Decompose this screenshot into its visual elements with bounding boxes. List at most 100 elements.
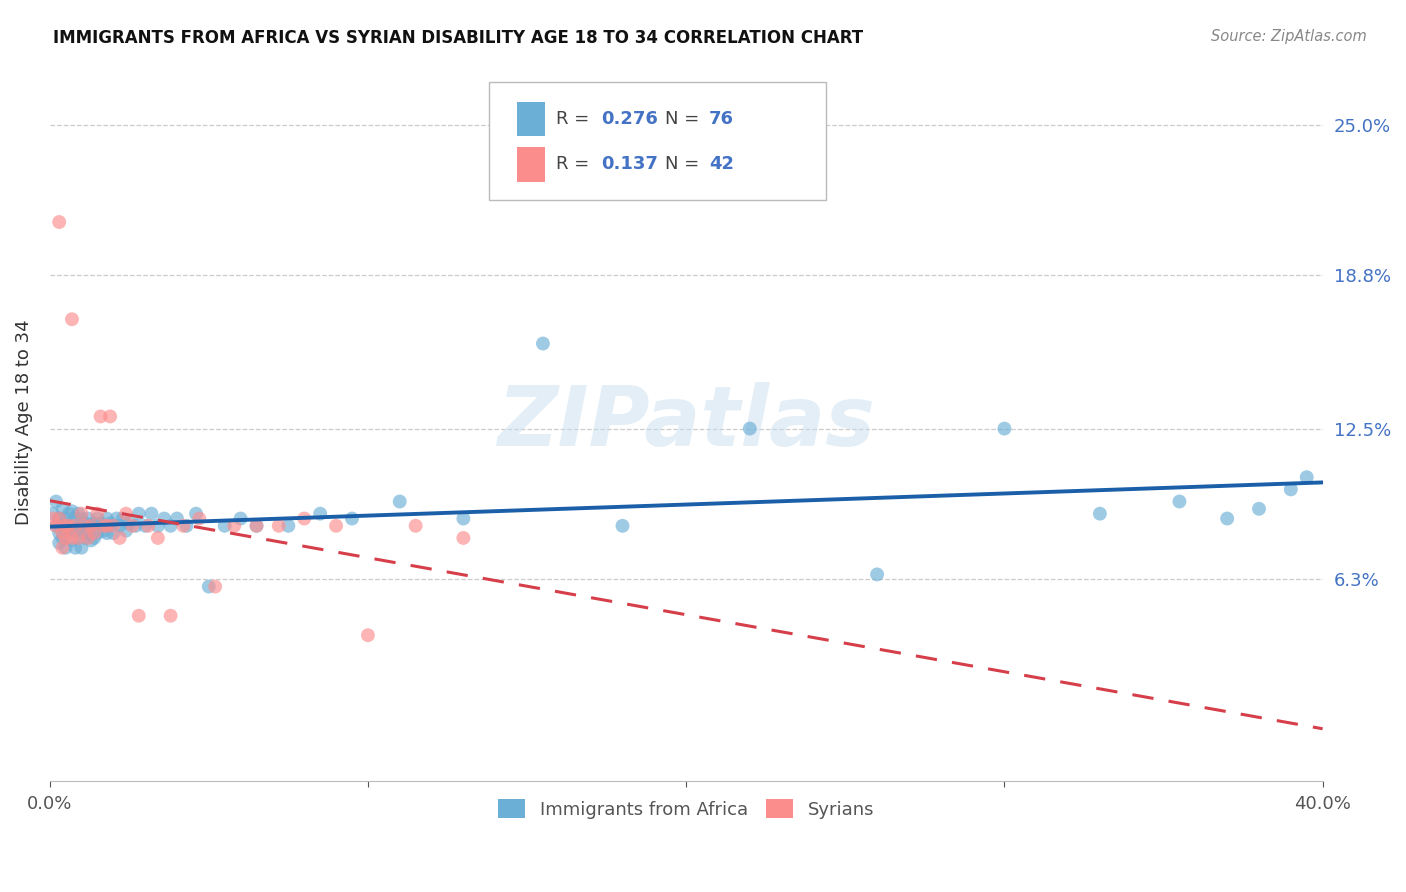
Point [453,531,475,545]
Point [55,531,77,545]
Point [60,504,83,518]
Point [42,511,65,525]
Point [1295,470,1317,484]
Legend: Immigrants from Africa, Syrians: Immigrants from Africa, Syrians [491,792,882,826]
Text: 76: 76 [709,111,734,128]
Point [58,507,80,521]
Point [45,518,67,533]
Text: 42: 42 [709,155,734,173]
Point [58,518,80,533]
Point [115,524,138,538]
Point [60,312,83,326]
Point [172,518,194,533]
Point [136,518,159,533]
Point [245,518,267,533]
Point [76,526,98,541]
Point [86,507,108,521]
Y-axis label: Disability Age 18 to 34: Disability Age 18 to 34 [15,319,32,525]
Point [325,518,347,533]
Point [83,516,105,531]
Text: N =: N = [665,111,704,128]
Point [1216,511,1239,525]
Point [48,511,70,525]
Point [42,507,65,521]
Point [146,518,169,533]
Point [80,533,103,548]
Text: ZIPatlas: ZIPatlas [498,382,875,463]
Point [98,409,121,424]
Point [405,518,427,533]
Point [267,518,290,533]
Point [159,518,181,533]
Point [63,518,86,533]
Text: N =: N = [665,155,704,173]
Point [134,518,156,533]
Point [124,518,146,533]
Point [80,518,103,533]
Point [105,511,128,525]
Bar [517,147,546,182]
Point [96,518,118,533]
Point [111,511,134,525]
Point [453,511,475,525]
Point [60,518,83,533]
Text: 0.276: 0.276 [600,111,658,128]
Point [141,507,163,521]
Point [1168,494,1191,508]
Point [121,518,143,533]
Point [51,531,73,545]
Point [531,336,554,351]
Point [184,507,207,521]
Point [103,526,125,541]
Point [108,518,131,533]
Point [90,409,112,424]
Point [63,524,86,538]
Point [48,536,70,550]
Point [103,518,125,533]
Point [1279,483,1302,497]
Point [48,526,70,541]
Point [48,511,70,525]
Point [188,511,211,525]
Point [96,526,118,541]
Point [73,518,96,533]
Point [229,511,252,525]
Point [51,541,73,555]
Point [197,580,219,594]
Point [76,531,98,545]
Point [51,501,73,516]
Point [176,518,198,533]
Point [70,541,93,555]
Point [166,511,188,525]
Point [63,511,86,525]
Point [80,518,103,533]
Point [1088,507,1111,521]
Point [128,608,150,623]
Point [146,531,169,545]
Point [128,507,150,521]
Point [153,511,176,525]
Point [70,507,93,521]
Point [90,516,112,531]
Point [388,494,411,508]
Point [86,526,108,541]
Point [60,531,83,545]
Text: Source: ZipAtlas.com: Source: ZipAtlas.com [1211,29,1367,44]
Text: 0.137: 0.137 [600,155,658,173]
Point [63,541,86,555]
Point [159,608,181,623]
Point [67,521,90,535]
Point [73,531,96,545]
Point [45,518,67,533]
Point [55,541,77,555]
Point [309,507,332,521]
Point [51,526,73,541]
Point [45,494,67,508]
Point [55,511,77,525]
Point [51,516,73,531]
Point [86,511,108,525]
Point [83,531,105,545]
Point [993,421,1015,435]
Point [277,518,299,533]
Point [67,507,90,521]
